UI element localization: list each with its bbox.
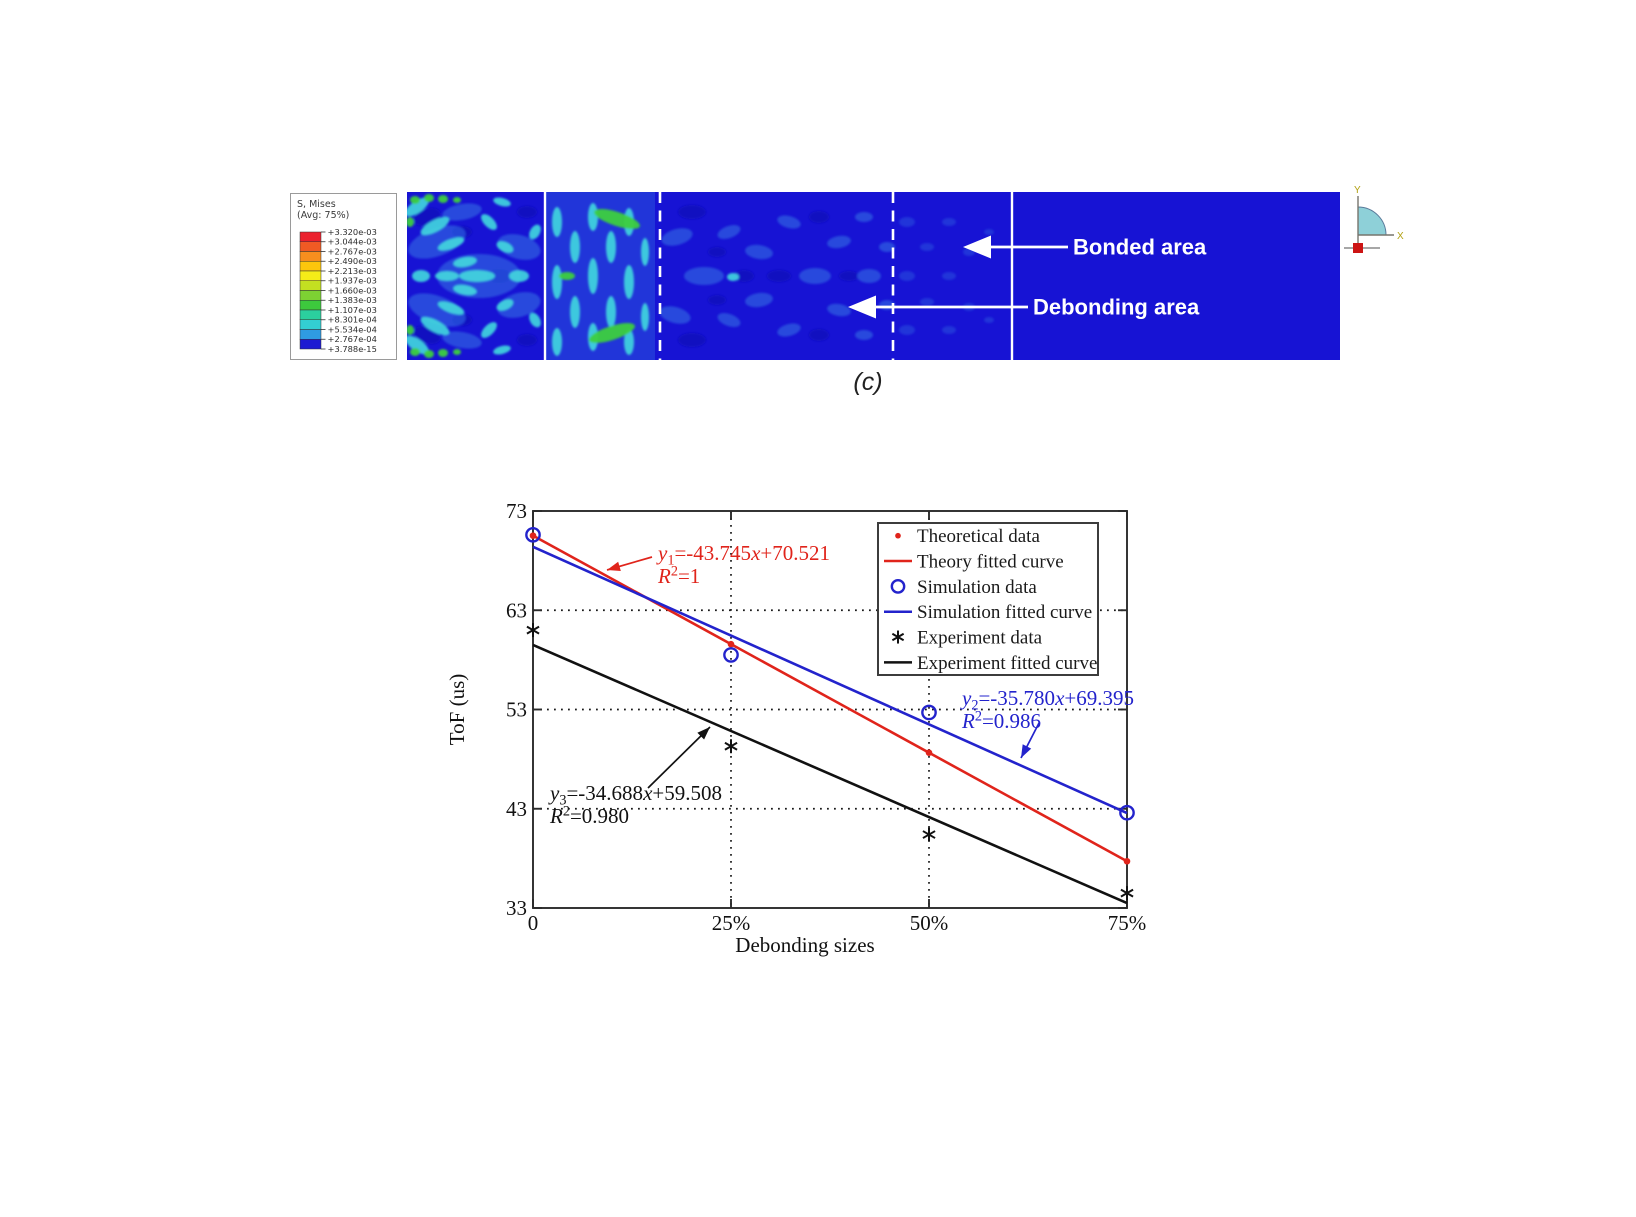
x-tick-label: 25% xyxy=(712,911,751,935)
subfigure-caption: (c) xyxy=(853,368,883,396)
tof-chart: 33 43 53 63 73 0 25% 50% 75% Debonding sizes ToF (… xyxy=(440,455,1150,965)
x-tick-label: 0 xyxy=(528,911,539,935)
legend-item: Experiment fitted curve xyxy=(884,653,1097,674)
colorbar-tick-label: +3.044e-03 xyxy=(328,237,377,247)
legend-item: Theory fitted curve xyxy=(884,552,1064,573)
colorbar-band xyxy=(299,309,322,320)
legend-label: Simulation fitted curve xyxy=(917,602,1092,623)
colorbar-band xyxy=(299,261,322,272)
svg-text:y3=-34.688x+59.508: y3=-34.688x+59.508 xyxy=(548,781,722,809)
data-points xyxy=(529,532,1131,865)
colorbar-band xyxy=(299,280,322,291)
colorbar-band xyxy=(299,300,322,311)
bonded-arrow xyxy=(963,235,1068,259)
svg-text:R2=0.986: R2=0.986 xyxy=(961,708,1041,733)
legend-item: Simulation fitted curve xyxy=(884,602,1092,623)
fem-contour-plot: Bonded area Debonding area xyxy=(405,192,1340,360)
legend-item: Theoretical data xyxy=(895,526,1040,547)
legend-item: Simulation data xyxy=(890,577,1037,598)
colorbar-tick-label: +8.301e-04 xyxy=(328,315,377,325)
data-points xyxy=(526,623,1134,901)
colorbar-tick-label: +2.767e-04 xyxy=(328,334,377,344)
x-tick-label: 75% xyxy=(1108,911,1147,935)
y-tick-label: 33 xyxy=(506,896,527,920)
triad-x-label: X xyxy=(1397,231,1404,242)
colorbar-tick-label: +1.660e-03 xyxy=(328,285,377,295)
axes-box xyxy=(532,510,1128,909)
debonding-arrow xyxy=(848,295,1028,319)
colorbar-tick-label: +1.937e-03 xyxy=(328,276,377,286)
chart-legend: Theoretical data Theory fitted curve Simul… xyxy=(877,522,1099,676)
colorbar-tick-label: +2.490e-03 xyxy=(328,256,377,266)
colorbar-band xyxy=(299,290,322,301)
svg-text:y1=-43.745x+70.521: y1=-43.745x+70.521 xyxy=(656,541,830,569)
triad-origin-marker xyxy=(1353,243,1363,253)
triad-quarter-disc xyxy=(1357,206,1387,236)
colorbar-svg: S, Mises (Avg: 75%) +3.320e-03+3.044e-03… xyxy=(297,199,377,354)
colorbar-tick-label: +1.383e-03 xyxy=(328,295,377,305)
legend-label: Theory fitted curve xyxy=(917,552,1064,573)
tick-labels: 33 43 53 63 73 0 25% 50% 75% xyxy=(506,499,1146,935)
x-tick-label: 50% xyxy=(910,911,949,935)
colorbar-tick-label: +1.107e-03 xyxy=(328,305,377,315)
y-tick-label: 53 xyxy=(506,698,527,722)
colorbar-band xyxy=(299,241,322,252)
colorbar-rows: +3.320e-03+3.044e-03+2.767e-03+2.490e-03… xyxy=(299,227,377,354)
y-tick-label: 43 xyxy=(506,797,527,821)
triad-svg: Y X xyxy=(1344,185,1404,253)
wave-pattern xyxy=(405,194,994,358)
colorbar-tick-label: +2.213e-03 xyxy=(328,266,377,276)
colorbar-band xyxy=(299,319,322,330)
colorbar-band xyxy=(299,251,322,262)
y-axis-label: ToF (us) xyxy=(445,674,469,745)
colorbar-tick-label: +5.534e-04 xyxy=(328,324,377,334)
triad-y-label: Y xyxy=(1354,185,1361,196)
colorbar-tick-label: +3.320e-03 xyxy=(328,227,377,237)
colorbar-title: S, Mises xyxy=(297,199,336,210)
svg-text:R2=1: R2=1 xyxy=(657,563,700,588)
colorbar-subtitle: (Avg: 75%) xyxy=(297,210,349,221)
legend-label: Simulation data xyxy=(917,577,1037,598)
data-points xyxy=(525,526,1135,821)
contour-svg: Bonded area Debonding area xyxy=(405,192,1340,360)
colorbar-band xyxy=(299,231,322,242)
svg-text:y2=-35.780x+69.395: y2=-35.780x+69.395 xyxy=(960,686,1134,714)
view-orientation-triad-icon: Y X xyxy=(1338,183,1410,263)
colorbar-tick-label: +2.767e-03 xyxy=(328,246,377,256)
fitted-line xyxy=(532,643,1128,905)
debonding-area-label: Debonding area xyxy=(1033,295,1200,320)
tof-chart-svg: 33 43 53 63 73 0 25% 50% 75% Debonding sizes ToF (… xyxy=(445,499,1146,957)
y-tick-label: 73 xyxy=(506,499,527,523)
legend-label: Experiment fitted curve xyxy=(917,653,1097,674)
colorbar-band xyxy=(299,329,322,340)
legend-label: Experiment data xyxy=(917,628,1043,649)
y-tick-label: 63 xyxy=(506,598,527,622)
colorbar-band xyxy=(299,339,322,350)
x-axis-label: Debonding sizes xyxy=(735,933,874,957)
fitted-line xyxy=(532,545,1128,815)
svg-text:R2=0.980: R2=0.980 xyxy=(549,803,629,828)
bonded-area-label: Bonded area xyxy=(1073,235,1207,260)
stress-colorbar-legend: S, Mises (Avg: 75%) +3.320e-03 +3.044e-03… xyxy=(290,193,397,360)
legend-label: Theoretical data xyxy=(917,526,1040,547)
colorbar-band xyxy=(299,270,322,281)
gridlines xyxy=(533,511,1127,908)
legend-item: Experiment data xyxy=(891,628,1043,649)
colorbar-tick-label: +3.788e-15 xyxy=(328,344,377,354)
